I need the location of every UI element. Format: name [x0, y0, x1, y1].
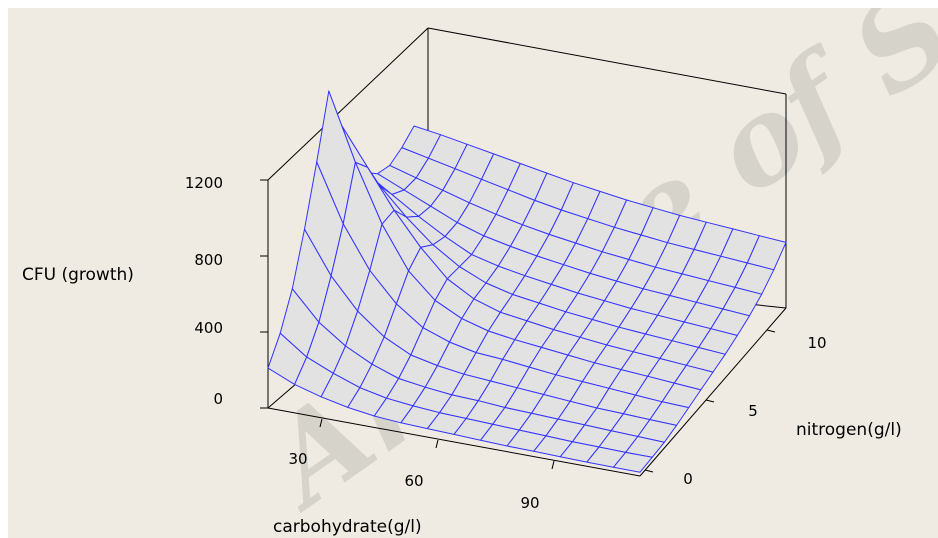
y-tick-label: 10 — [807, 334, 826, 352]
y-tick-mark — [766, 329, 776, 333]
chart-canvas: Archive of SID 0 — [8, 8, 938, 538]
box-edge — [639, 307, 787, 477]
box-edge — [427, 27, 787, 95]
y-tick-mark — [644, 469, 654, 473]
x-tick-mark — [319, 418, 323, 428]
surface-plot: Archive of SID 0 — [22, 8, 938, 537]
x-tick-label: 30 — [288, 450, 307, 468]
y-tick-label: 5 — [748, 402, 758, 420]
box-edge — [267, 407, 641, 477]
tick-marks — [260, 179, 776, 473]
z-tick-label: 800 — [194, 251, 223, 269]
z-tick-label: 0 — [213, 390, 223, 408]
y-axis-title: nitrogen(g/l) — [796, 420, 902, 440]
box-edge — [267, 27, 429, 181]
x-tick-mark — [435, 439, 439, 449]
x-tick-label: 90 — [520, 494, 539, 512]
x-tick-label: 60 — [404, 472, 423, 490]
z-tick-label: 400 — [194, 319, 223, 337]
surface-mesh — [267, 90, 787, 473]
z-tick-label: 1200 — [185, 174, 223, 192]
z-axis-title: CFU (growth) — [22, 265, 134, 285]
surface-cell — [612, 451, 653, 473]
y-tick-label: 0 — [683, 470, 693, 488]
x-axis-title: carbohydrate(g/l) — [273, 517, 422, 537]
y-tick-mark — [705, 399, 715, 403]
x-tick-mark — [551, 460, 555, 470]
